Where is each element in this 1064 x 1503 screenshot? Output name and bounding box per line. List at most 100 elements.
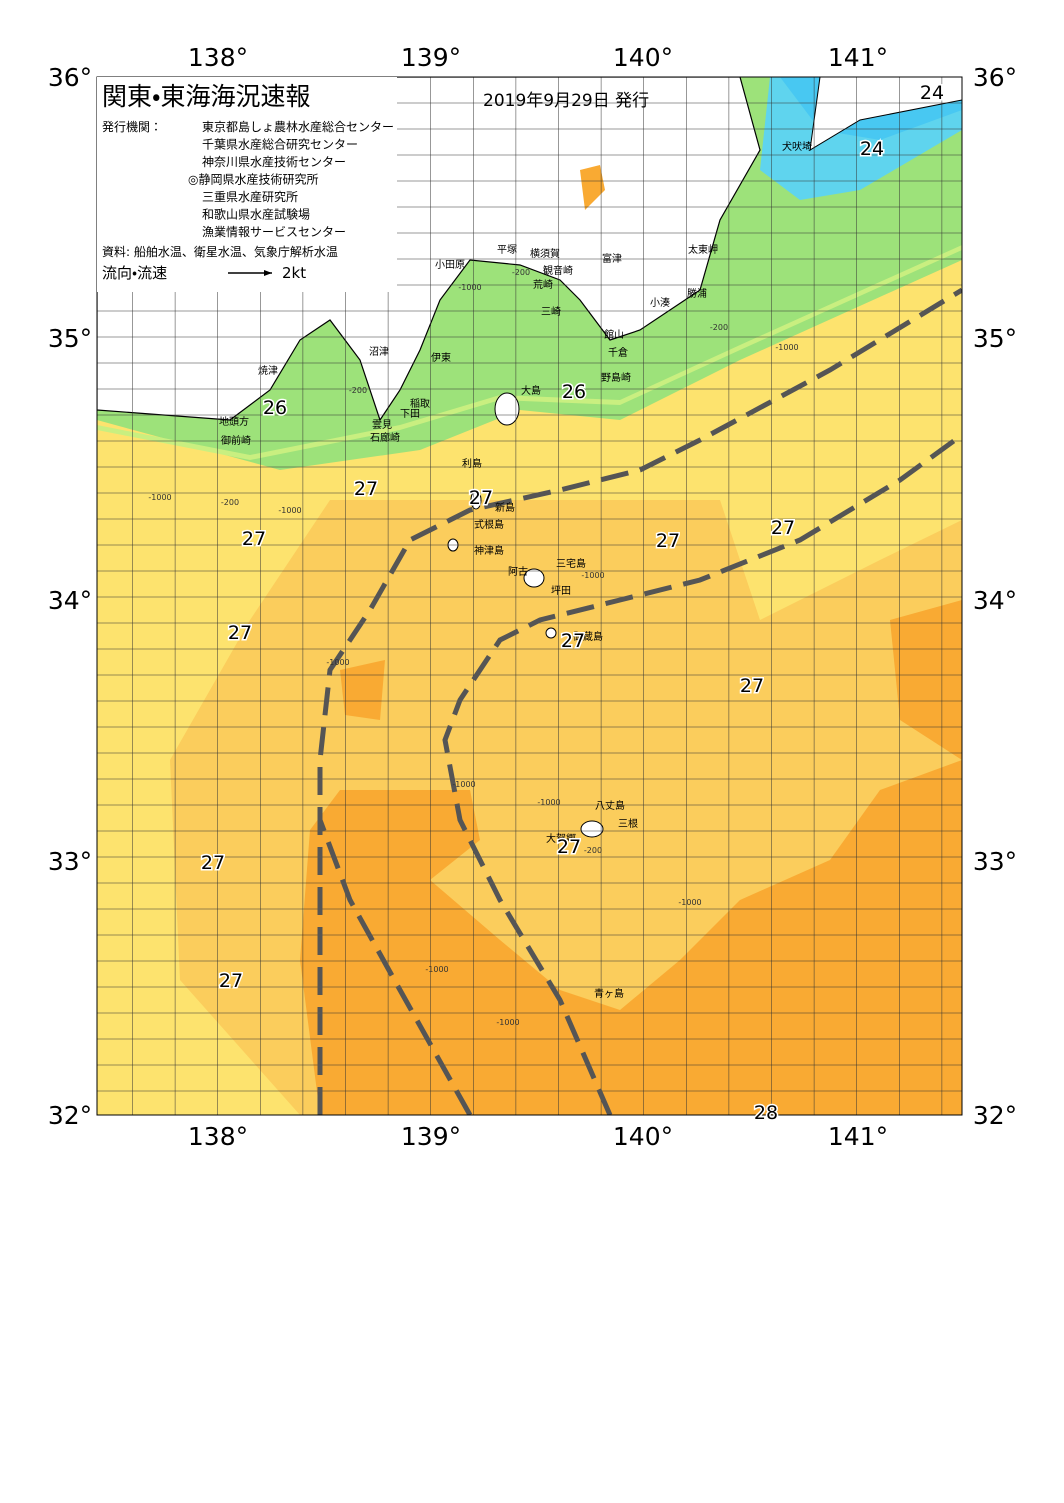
agency: 東京都島しょ農林水産総合センター (202, 119, 394, 134)
place-name: 阿古 (508, 565, 528, 578)
place-name: 小湊 (650, 296, 670, 309)
legend-arrowhead (264, 270, 272, 276)
place-name: 荒崎 (533, 278, 553, 291)
lat-label: 36° (973, 63, 1017, 92)
lat-label: 35° (48, 324, 92, 353)
depth-label: -200 (584, 846, 602, 855)
depth-label: -1000 (496, 1018, 519, 1027)
place-name: 坪田 (551, 584, 571, 597)
publisher-label: 発行機関： (102, 120, 162, 134)
agency: 神奈川県水産技術センター (202, 154, 346, 169)
bay-warm (580, 165, 605, 210)
isotherm-label: 24 (860, 138, 884, 160)
place-name: 御蔵島 (573, 630, 603, 643)
lon-label: 139° (401, 1122, 461, 1151)
isotherm-label: 27 (242, 528, 266, 550)
isotherm-label: 28 (754, 1102, 778, 1124)
place-name: 焼津 (258, 365, 278, 377)
place-name: 三崎 (541, 305, 561, 318)
place-name: 館山 (604, 328, 624, 341)
depth-label: -1000 (425, 965, 448, 974)
isotherm-label: 27 (469, 487, 493, 509)
isotherm-label: 24 (920, 82, 944, 104)
title: 関東・東海海況速報 (102, 82, 311, 111)
sea-hot (300, 760, 962, 1115)
legend-speed: 2kt (282, 264, 306, 282)
place-name: 三宅島 (556, 557, 586, 570)
isotherm-label: 27 (201, 852, 225, 874)
place-name: 小田原 (435, 259, 465, 271)
depth-label: -1000 (581, 571, 604, 580)
depth-label: -200 (221, 498, 239, 507)
lat-label: 34° (973, 586, 1017, 615)
map-frame (96, 76, 963, 1116)
place-name: 観音崎 (543, 264, 573, 277)
isotherm-label: 27 (557, 836, 581, 858)
lon-label: 140° (613, 43, 673, 72)
place-name: 千倉 (608, 347, 628, 359)
depth-label: -1000 (537, 798, 560, 807)
depth-label: -200 (710, 323, 728, 332)
depth-label: -1000 (678, 898, 701, 907)
depth-label: -1000 (452, 780, 475, 789)
place-name: 大賀郷 (546, 832, 576, 845)
place-name: 下田 (400, 409, 420, 420)
place-name: 太東岬 (688, 243, 718, 256)
source: 資料: 船舶水温、衛星水温、気象庁解析水温 (102, 244, 338, 259)
depth-label: -1000 (278, 506, 301, 515)
isotherm-label: 27 (561, 630, 585, 652)
lat-label: 33° (973, 847, 1017, 876)
place-name: 神津島 (474, 544, 504, 557)
header-box (97, 77, 397, 292)
lat-label: 35° (973, 324, 1017, 353)
isotherm-label: 26 (263, 397, 287, 419)
depth-label: -200 (349, 386, 367, 395)
isotherm-label: 26 (562, 381, 586, 403)
isotherm-label: 27 (228, 622, 252, 644)
place-name: 青ヶ島 (594, 987, 624, 1000)
isotherm-label: 27 (656, 530, 680, 552)
place-name: 富津 (602, 252, 622, 265)
issue-date: 2019年9月29日 発行 (483, 91, 649, 111)
lat-label: 33° (48, 847, 92, 876)
place-name: 御前崎 (221, 434, 251, 447)
legend-label: 流向・流速 (102, 264, 167, 282)
place-name: 犬吠埼 (782, 140, 812, 153)
place-name: 稲取 (410, 398, 430, 410)
lon-label: 141° (828, 1122, 888, 1151)
island (494, 392, 520, 426)
depth-label: -1000 (148, 493, 171, 502)
place-name: 横須賀 (530, 247, 560, 260)
land (809, 77, 962, 151)
kuroshio-path (317, 287, 962, 1115)
depth-label: -200 (512, 268, 530, 277)
agency: 三重県水産研究所 (202, 190, 298, 204)
place-name: 利島 (462, 457, 482, 470)
depth-label: -1000 (326, 658, 349, 667)
place-name: 平塚 (497, 244, 517, 256)
lat-label: 34° (48, 586, 92, 615)
agency: ◎静岡県水産技術研究所 (188, 172, 318, 187)
place-name: 伊東 (431, 351, 451, 364)
place-name: 沼津 (369, 345, 389, 358)
sea-hot (890, 600, 962, 760)
place-name: 石廊崎 (370, 431, 400, 444)
isotherm-label: 27 (219, 970, 243, 992)
island (523, 568, 545, 588)
isotherm-label: 27 (354, 478, 378, 500)
lon-label: 140° (613, 1122, 673, 1151)
agency: 千葉県水産総合研究センター (202, 137, 358, 152)
isotherm-label: 27 (771, 517, 795, 539)
isotherm-label: 27 (740, 675, 764, 697)
depth-label: -1000 (458, 283, 481, 292)
place-name: 勝浦 (687, 287, 707, 300)
lon-label: 139° (401, 43, 461, 72)
island (580, 820, 604, 838)
lat-label: 32° (48, 1101, 92, 1130)
agency: 漁業情報サービスセンター (202, 225, 346, 239)
place-name: 新島 (495, 501, 515, 514)
place-name: 大島 (521, 384, 541, 397)
place-name: 雲見 (372, 419, 392, 431)
